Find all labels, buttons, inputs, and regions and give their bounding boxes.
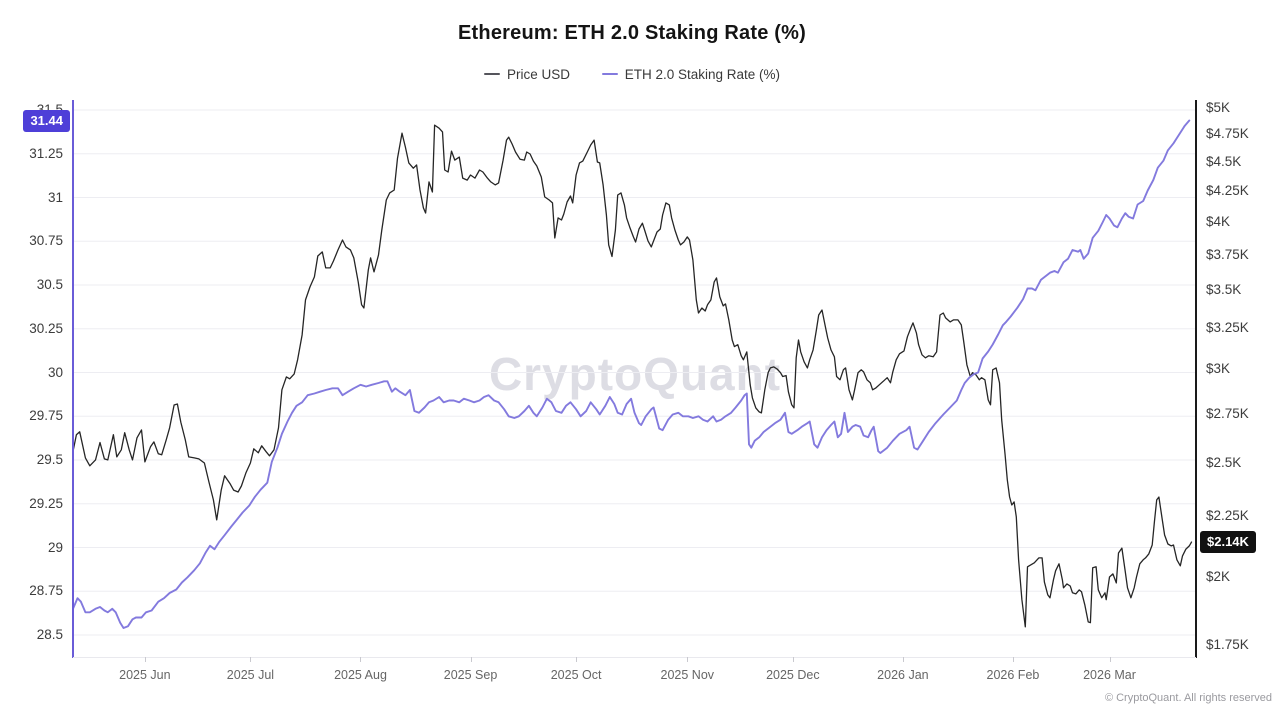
left-axis-tick-label: 31 [47, 189, 63, 205]
price-line-swatch-icon [483, 73, 500, 75]
chart-title: Ethereum: ETH 2.0 Staking Rate (%) [458, 22, 806, 44]
right-axis-tick-label: $2.75K [1206, 405, 1249, 421]
x-axis-tick-label: 2025 Dec [766, 668, 820, 682]
x-axis-tick-mark [687, 657, 689, 662]
legend: Price USD ETH 2.0 Staking Rate (%) [0, 63, 1264, 82]
series-line-price-usd [73, 124, 1193, 628]
legend-label-staking-rate: ETH 2.0 Staking Rate (%) [624, 66, 781, 82]
right-axis-line [1195, 100, 1197, 658]
x-axis-tick-label: 2026 Feb [986, 668, 1040, 682]
x-axis-tick-label: 2025 Jul [226, 668, 275, 682]
x-axis-tick-mark [792, 657, 794, 662]
legend-item-price-usd[interactable]: Price USD [483, 66, 570, 82]
right-axis-tick-label: $5K [1206, 100, 1231, 115]
right-axis-tick-label: $3.5K [1206, 282, 1242, 298]
right-axis-tick-label: $3.25K [1206, 320, 1249, 336]
x-axis-tick-mark [360, 657, 362, 662]
right-axis-tick-label: $4.5K [1206, 153, 1242, 169]
left-axis-line [72, 100, 74, 658]
x-axis-tick-label: 2026 Jan [877, 668, 929, 682]
x-axis-tick-mark [470, 657, 472, 662]
x-axis-baseline [73, 657, 1196, 658]
x-axis-tick-label: 2025 Sep [443, 668, 498, 682]
x-axis-tick-mark [902, 657, 904, 662]
copyright: © CryptoQuant. All rights reserved [1104, 692, 1272, 704]
right-axis-tick-label: $4.25K [1206, 183, 1249, 199]
x-axis-tick-label: 2026 Mar [1083, 668, 1136, 682]
right-axis-tick-label: $2.25K [1206, 508, 1249, 524]
x-axis-tick-mark [1012, 657, 1014, 662]
x-axis-tick-mark [576, 657, 578, 662]
staking-rate-current-badge: 31.44 [23, 109, 70, 132]
left-axis-tick-label: 30.25 [29, 320, 63, 336]
x-axis-tick-label: 2025 Nov [660, 668, 715, 682]
legend-label-price-usd: Price USD [506, 66, 570, 82]
staking-line-swatch-icon [601, 73, 618, 75]
series-line-staking-rate [73, 119, 1191, 629]
left-axis-tick-label: 30.75 [29, 233, 63, 249]
left-axis-tick-label: 29 [47, 539, 63, 555]
x-axis-tick-mark [1109, 657, 1111, 662]
price-current-badge: $2.14K [1200, 531, 1256, 554]
right-axis-tick-label: $2K [1206, 568, 1231, 584]
right-axis-tick-label: $3K [1206, 361, 1231, 377]
right-axis-tick-label: $3.75K [1206, 247, 1249, 263]
x-axis-tick-mark [144, 657, 146, 662]
left-axis-tick-label: 29.25 [29, 495, 63, 511]
left-axis-tick-label: 28.75 [29, 583, 63, 599]
x-axis-tick-label: 2025 Jun [119, 668, 171, 682]
left-axis-tick-label: 28.5 [36, 627, 63, 642]
left-axis-tick-label: 31.25 [29, 145, 63, 161]
right-axis-tick-label: $2.5K [1206, 454, 1242, 470]
right-axis-tick-label: $4K [1206, 214, 1231, 230]
x-axis-tick-label: 2025 Oct [550, 668, 602, 682]
right-axis-tick-label: $1.75K [1206, 637, 1249, 652]
legend-item-staking-rate[interactable]: ETH 2.0 Staking Rate (%) [601, 66, 781, 82]
right-axis-tick-label: $4.75K [1206, 126, 1249, 142]
chart-plot-area[interactable] [73, 100, 1196, 658]
x-axis-tick-mark [250, 657, 252, 662]
left-axis-tick-label: 29.75 [29, 408, 63, 424]
left-axis-tick-label: 30.5 [36, 277, 63, 292]
x-axis-tick-label: 2025 Aug [334, 668, 387, 682]
left-axis-tick-label: 29.5 [36, 452, 63, 467]
left-axis-tick-label: 30 [47, 364, 63, 380]
